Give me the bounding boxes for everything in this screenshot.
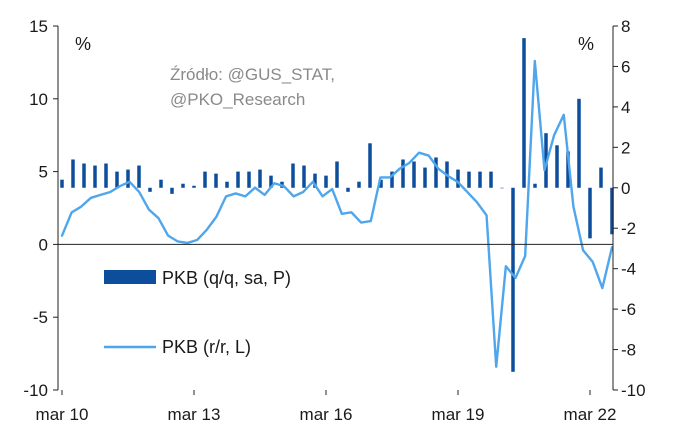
right-axis-unit: % xyxy=(578,34,594,54)
bar-q22 xyxy=(302,165,306,188)
right-tick-label: -8 xyxy=(621,341,636,360)
bar-q4 xyxy=(104,163,108,188)
bar-q16 xyxy=(236,171,240,188)
bar-q34 xyxy=(434,157,438,188)
bar-q31 xyxy=(401,159,405,188)
bar-q2 xyxy=(82,163,86,188)
right-tick-label: 2 xyxy=(621,138,630,157)
left-tick-label: -5 xyxy=(33,308,48,327)
bar-q3 xyxy=(93,165,97,188)
bar-q32 xyxy=(412,161,416,188)
right-tick-label: 4 xyxy=(621,98,630,117)
bar-q17 xyxy=(247,171,251,188)
legend-label-bar: PKB (q/q, sa, P) xyxy=(162,268,291,288)
bar-q23 xyxy=(313,173,317,188)
annotations: Źródło: @GUS_STAT, @PKO_Research xyxy=(170,65,335,109)
bar-q47 xyxy=(577,98,581,188)
bar-q10 xyxy=(170,187,174,194)
legend-swatch-bar xyxy=(104,270,156,284)
right-tick-label: 0 xyxy=(621,179,630,198)
bar-q7 xyxy=(137,165,141,188)
bars-series xyxy=(60,38,614,372)
bar-q39 xyxy=(489,171,493,188)
bar-q45 xyxy=(555,145,559,188)
right-tick-label: -4 xyxy=(621,260,636,279)
x-tick-label: mar 13 xyxy=(168,405,221,424)
bar-q19 xyxy=(269,175,273,188)
bar-q24 xyxy=(324,175,328,188)
bar-q8 xyxy=(148,187,152,192)
legend-label-line: PKB (r/r, L) xyxy=(162,337,251,357)
axes: -10 -5 0 5 10 15 -10 -8 -6 -4 -2 0 2 4 6 8 mar 10 mar 13 m… xyxy=(23,17,645,424)
left-tick-label: 15 xyxy=(29,17,48,36)
x-tick-label: mar 19 xyxy=(432,405,485,424)
left-tick-label: 10 xyxy=(29,90,48,109)
bar-q30 xyxy=(390,171,394,188)
bar-q27 xyxy=(357,181,361,188)
bar-q1 xyxy=(71,159,75,188)
bar-q29 xyxy=(379,179,383,188)
right-tick-label: 8 xyxy=(621,17,630,36)
right-tick-label: -2 xyxy=(621,219,636,238)
bar-q48 xyxy=(588,187,592,239)
bar-q49 xyxy=(599,167,603,188)
bar-q9 xyxy=(159,179,163,188)
x-tick-label: mar 16 xyxy=(300,405,353,424)
bar-q33 xyxy=(423,167,427,188)
bar-q41 xyxy=(511,187,515,372)
right-tick-label: -10 xyxy=(621,381,646,400)
bar-q42 xyxy=(522,38,526,188)
right-tick-label: -6 xyxy=(621,300,636,319)
bar-q18 xyxy=(258,169,262,188)
bar-q26 xyxy=(346,187,350,192)
left-tick-label: 5 xyxy=(39,163,48,182)
bar-q13 xyxy=(203,171,207,188)
bar-q25 xyxy=(335,161,339,188)
bar-q46 xyxy=(566,151,570,188)
bar-q43 xyxy=(533,183,537,188)
left-tick-label: -10 xyxy=(23,381,48,400)
bar-q12 xyxy=(192,185,196,188)
bar-q0 xyxy=(60,179,64,188)
left-axis-unit: % xyxy=(75,34,91,54)
bar-q15 xyxy=(225,181,229,188)
line-yoy xyxy=(60,59,614,368)
line-series xyxy=(60,59,614,368)
bar-q38 xyxy=(478,171,482,188)
bar-q11 xyxy=(181,183,185,188)
bar-q40 xyxy=(500,187,504,189)
bar-q50 xyxy=(610,187,614,235)
source-annotation-line: @PKO_Research xyxy=(170,90,305,109)
legend: PKB (q/q, sa, P) PKB (r/r, L) xyxy=(104,268,291,357)
bar-q5 xyxy=(115,171,119,188)
bar-q14 xyxy=(214,173,218,188)
bar-q37 xyxy=(467,171,471,188)
bar-q6 xyxy=(126,169,130,188)
x-tick-label: mar 22 xyxy=(564,405,617,424)
source-annotation-line: Źródło: @GUS_STAT, xyxy=(170,65,335,84)
bar-q36 xyxy=(456,169,460,188)
bar-q21 xyxy=(291,163,295,188)
right-tick-label: 6 xyxy=(621,57,630,76)
bar-q28 xyxy=(368,143,372,188)
x-tick-label: mar 10 xyxy=(36,405,89,424)
left-tick-label: 0 xyxy=(39,235,48,254)
